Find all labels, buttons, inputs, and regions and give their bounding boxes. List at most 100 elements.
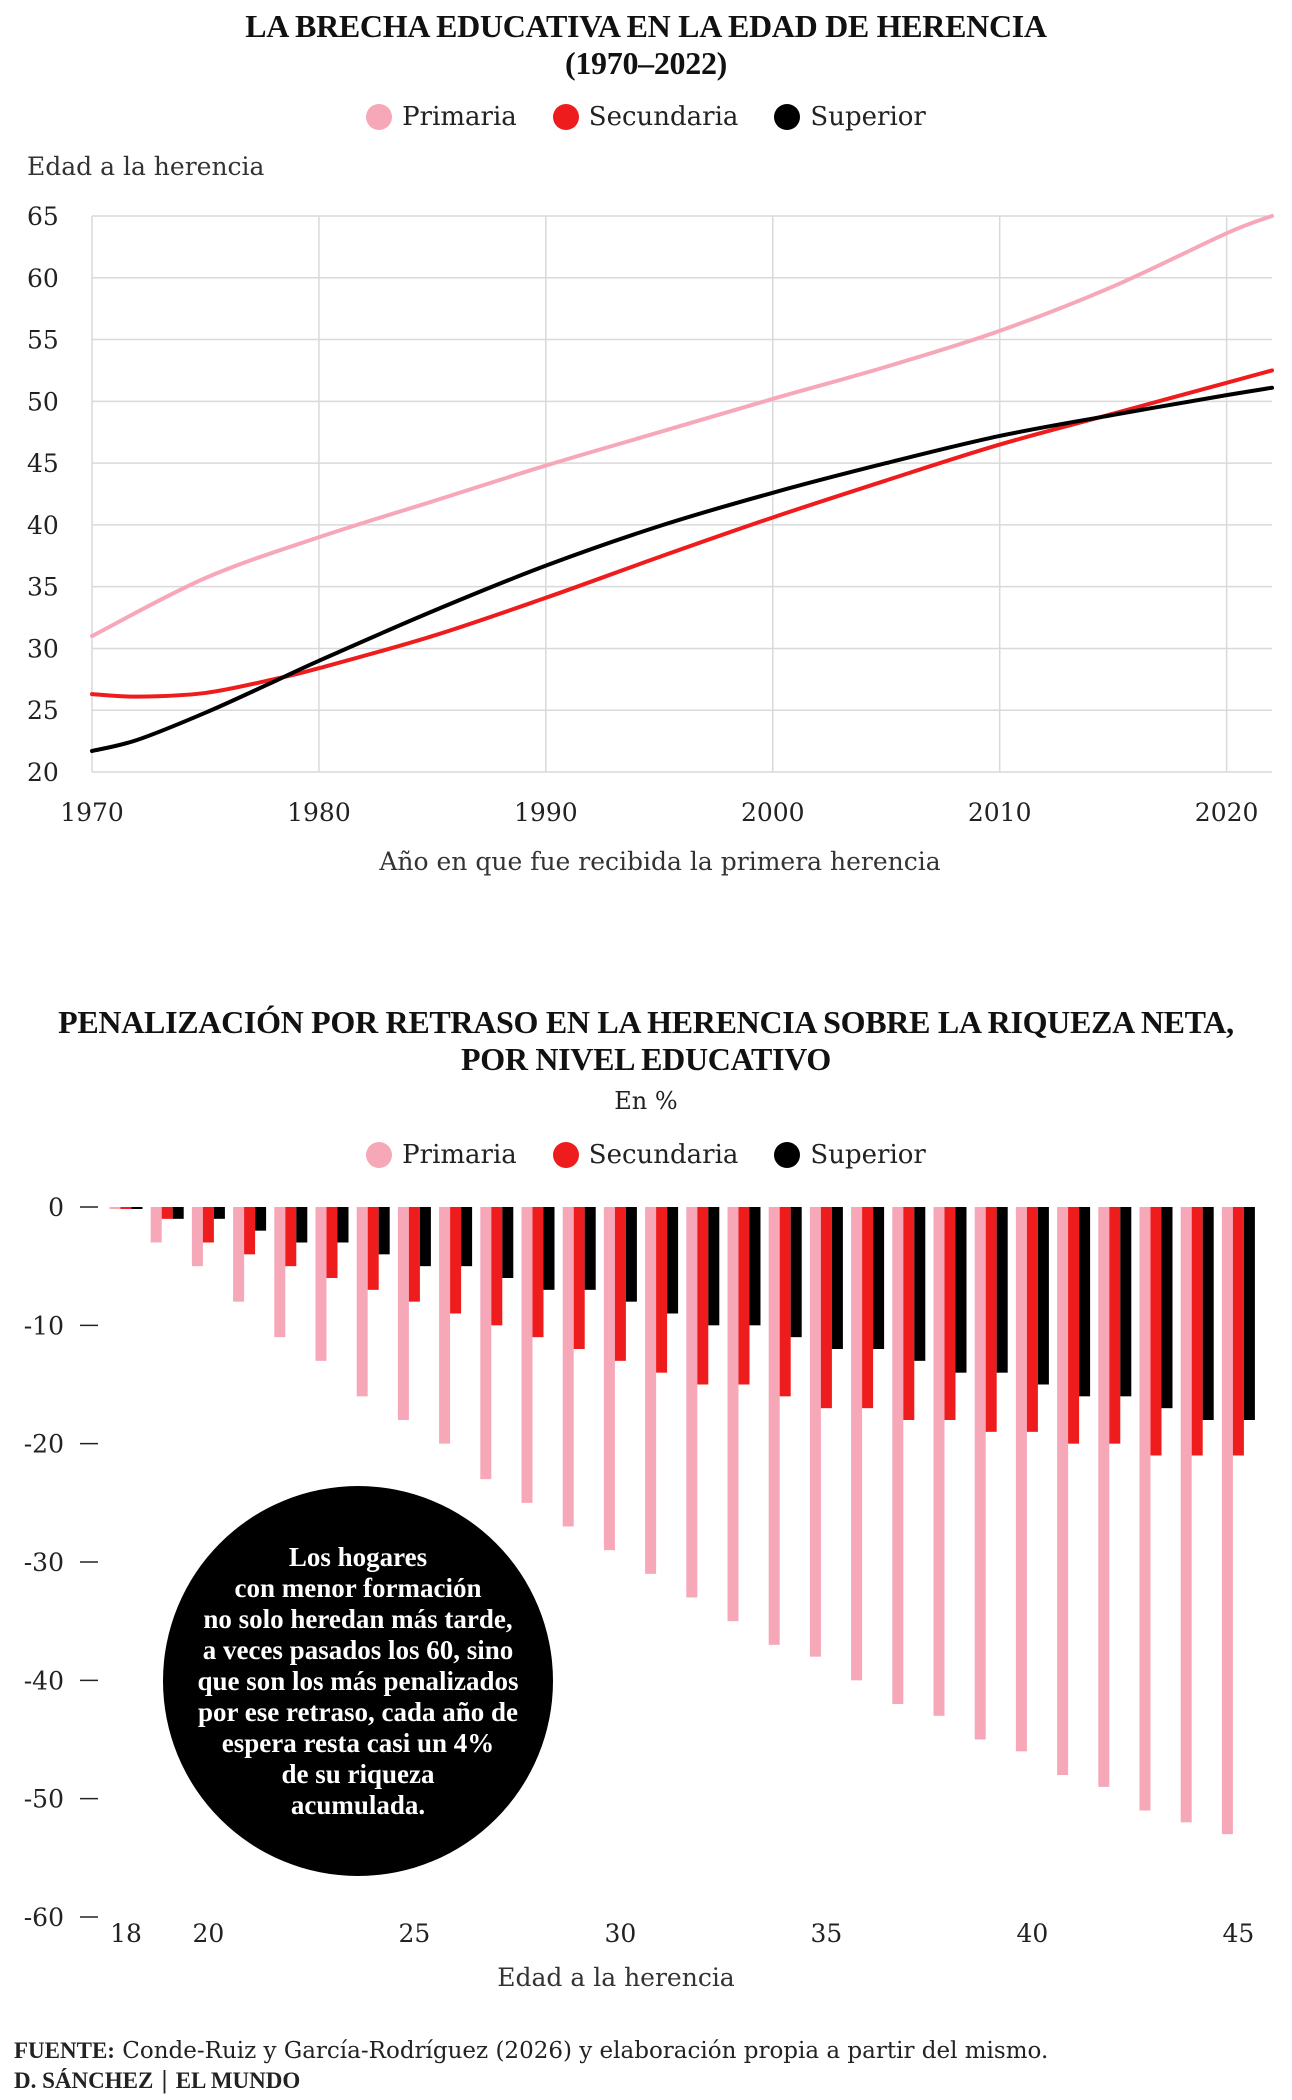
chart2-bar-superior [378,1207,390,1255]
chart2-y-tick-label: -30 [24,1548,64,1577]
chart2-bar-superior [625,1207,637,1302]
chart2-x-tick-label: 25 [398,1919,430,1948]
outlet-credit: EL MUNDO [175,2068,301,2093]
chart2-bar-primaria [315,1207,327,1361]
source-note: FUENTE: Conde-Ruiz y García-Rodríguez (2… [14,2038,1048,2064]
chart2-bar-secundaria [944,1207,956,1420]
chart1-legend-primaria: Primaria [366,102,517,132]
chart2-bar-secundaria [820,1207,832,1409]
chart2-bar-secundaria [532,1207,544,1338]
chart2-y-tick-label: -20 [24,1430,64,1459]
chart1-y-tick-label: 35 [27,573,59,602]
primaria-swatch-icon [366,1142,393,1168]
chart2-bars [109,1207,1255,1835]
chart2-bar-secundaria [985,1207,997,1432]
chart2-x-axis-label: Edad a la herencia [497,1963,735,1992]
chart2-bar-secundaria [656,1207,668,1373]
chart1-x-tick-label: 1970 [60,798,124,827]
chart2-bar-secundaria [326,1207,338,1278]
chart1-y-tick-label: 40 [27,511,59,540]
chart2-legend-secundaria-label: Secundaria [588,1140,739,1170]
chart2-bar-superior [1079,1207,1091,1397]
chart2-bar-superior [1037,1207,1049,1385]
author-credit: D. SÁNCHEZ [14,2068,154,2093]
chart2-bar-secundaria [161,1207,173,1219]
chart1-y-tick-label: 20 [27,758,59,787]
chart2-bar-primaria [933,1207,945,1716]
chart2-bar-primaria [480,1207,492,1480]
annotation-bubble: Los hogares con menor formación no solo … [163,1486,553,1876]
source-label: FUENTE: [14,2038,115,2063]
chart2-x-tick-label: 45 [1222,1919,1254,1948]
chart1-y-tick-label: 60 [27,264,59,293]
chart1-legend-primaria-label: Primaria [402,102,517,132]
chart2-y-ticks: 0 -10 -20 -30 -40 -50 -60 [24,1193,98,1932]
chart1-x-ticks: 1970 1980 1990 2000 2010 2020 [60,798,1258,827]
chart1-y-tick-label: 45 [27,449,59,478]
chart2-x-ticks: 18 20 25 30 35 40 45 [110,1919,1254,1948]
chart2-bar-primaria [521,1207,533,1503]
chart1-line-plot: 20 25 30 35 40 45 50 55 60 65 1970 1980 1990 2000 201… [27,202,1274,827]
chart1-line-superior [90,385,1274,753]
chart1-title-line-1: LA BRECHA EDUCATIVA EN LA EDAD DE HERENC… [245,8,1047,44]
chart2-bar-superior [955,1207,967,1373]
chart2-bar-superior [172,1207,184,1219]
chart1-x-axis-label: Año en que fue recibida la primera heren… [379,847,941,876]
chart2-legend-superior: Superior [774,1140,926,1170]
primaria-swatch-icon [366,104,393,130]
chart2-bar-superior [213,1207,225,1219]
secundaria-swatch-icon [552,104,579,130]
chart2-bar-superior [461,1207,473,1267]
chart2-bar-primaria [439,1207,451,1444]
chart2-bar-secundaria [450,1207,462,1314]
secundaria-swatch-icon [552,1142,579,1168]
chart1-y-tick-label: 65 [27,202,59,231]
chart1-legend: Primaria Secundaria Superior [0,102,1292,132]
chart2-bar-secundaria [1068,1207,1080,1444]
chart1-title-line-2: (1970–2022) [564,45,727,81]
chart1-legend-secundaria: Secundaria [552,102,739,132]
chart2-bar-superior [708,1207,720,1326]
source-text: Conde-Ruiz y García-Rodríguez (2026) y e… [114,2038,1049,2064]
chart2-bar-plot: 0 -10 -20 -30 -40 -50 -60 18 20 25 30 35 40 45 [24,1193,1255,1948]
chart2-bar-primaria [686,1207,698,1598]
chart2-y-tick-label: -60 [24,1903,64,1932]
chart2-legend-primaria: Primaria [366,1140,517,1170]
chart2-y-tick-label: -40 [24,1666,64,1695]
chart1-y-axis-label: Edad a la herencia [27,152,265,181]
superior-swatch-icon [774,104,801,130]
chart2-bar-secundaria [1150,1207,1162,1456]
chart2-bar-primaria [397,1207,409,1420]
chart1-legend-secundaria-label: Secundaria [588,102,739,132]
chart2-bar-primaria [150,1207,162,1243]
chart2-bar-superior [996,1207,1008,1373]
chart2-bar-primaria [727,1207,739,1622]
chart2-bar-primaria [274,1207,286,1338]
chart2-bar-superior [1202,1207,1214,1420]
chart1-x-tick-label: 2000 [741,798,805,827]
chart2-bar-secundaria [408,1207,420,1302]
chart2-y-tick-label: -50 [24,1785,64,1814]
chart2-x-tick-label: 35 [810,1919,842,1948]
chart1-x-tick-label: 1990 [514,798,578,827]
chart2-bar-superior [419,1207,431,1267]
superior-swatch-icon [774,1142,801,1168]
chart2-bar-secundaria [862,1207,874,1409]
chart2-title: PENALIZACIÓN POR RETRASO EN LA HERENCIA … [0,1004,1292,1078]
chart2-x-tick-label: 40 [1016,1919,1048,1948]
chart2-bar-superior [914,1207,926,1361]
chart2-x-tick-label: 30 [604,1919,636,1948]
chart2-bar-primaria [562,1207,574,1527]
chart2-bar-primaria [1139,1207,1151,1811]
chart2-bar-primaria [1221,1207,1233,1835]
chart2-legend: Primaria Secundaria Superior [0,1140,1292,1170]
chart2-bar-secundaria [285,1207,297,1267]
chart2-x-tick-label: 20 [192,1919,224,1948]
chart1-y-tick-label: 55 [27,326,59,355]
chart2-bar-primaria [768,1207,780,1645]
chart1-x-tick-label: 1980 [287,798,351,827]
chart2-bar-primaria [191,1207,203,1267]
chart2-bar-secundaria [779,1207,791,1397]
chart2-legend-primaria-label: Primaria [402,1140,517,1170]
chart2-bar-superior [1120,1207,1132,1397]
